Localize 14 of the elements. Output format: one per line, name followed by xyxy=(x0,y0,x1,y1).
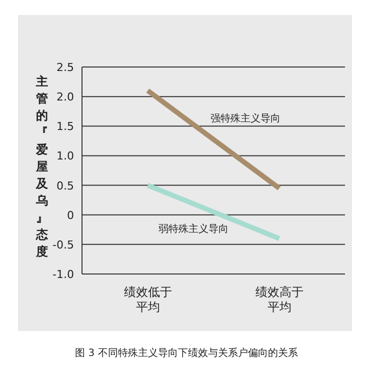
y-tick-label: 2.0 xyxy=(56,90,74,104)
y-tick-label: 2.5 xyxy=(56,61,74,74)
y-tick-label: -0.5 xyxy=(52,238,74,252)
text: 主管的『爱屋及乌』态度 xyxy=(36,74,48,258)
series-label: 弱特殊主义导向 xyxy=(158,222,228,235)
caption: 图 3 不同特殊主义导向下绩效与关系户偏向的关系 xyxy=(75,347,298,359)
y-tick-label: 0.5 xyxy=(56,179,74,192)
y-tick-label: -1.0 xyxy=(52,268,74,281)
x-tick-label: 绩效低于平均 xyxy=(124,285,172,314)
x-tick-label: 绩效高于平均 xyxy=(255,285,304,314)
series-label: 强特殊主义导向 xyxy=(210,112,280,124)
y-tick-label: 1.0 xyxy=(56,150,74,163)
y-tick-label: 0 xyxy=(67,208,74,222)
y-tick-label: 1.5 xyxy=(56,120,74,134)
